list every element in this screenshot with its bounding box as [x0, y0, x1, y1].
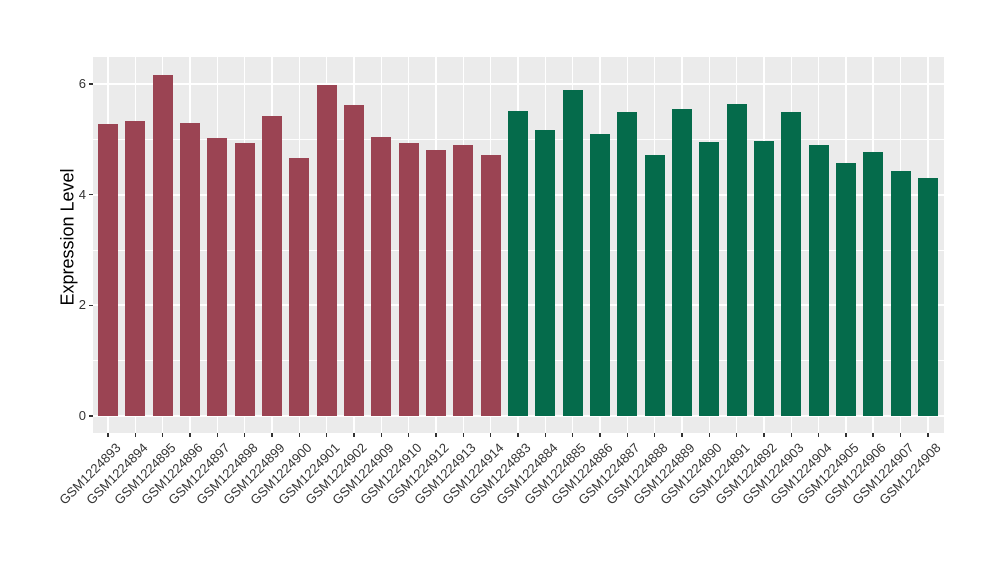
bar-GSM1224909	[371, 137, 392, 416]
bar-GSM1224889	[671, 108, 692, 416]
bar-GSM1224901	[316, 85, 337, 416]
bar-GSM1224883	[507, 111, 528, 416]
x-tick-GSM1224912	[435, 433, 437, 437]
x-tick-GSM1224901	[325, 433, 328, 437]
bar-GSM1224913	[453, 144, 474, 416]
x-tick-GSM1224887	[626, 433, 629, 437]
x-tick-GSM1224907	[899, 433, 902, 437]
x-tick-GSM1224895	[161, 433, 164, 437]
bar-GSM1224886	[589, 134, 610, 416]
x-tick-GSM1224909	[380, 433, 383, 437]
x-tick-GSM1224894	[134, 433, 137, 437]
bar-GSM1224894	[125, 120, 146, 416]
bar-GSM1224912	[425, 149, 446, 416]
x-tick-GSM1224905	[845, 433, 847, 437]
bar-GSM1224902	[343, 105, 364, 416]
bar-GSM1224910	[398, 143, 419, 416]
x-tick-GSM1224883	[517, 433, 519, 437]
y-tick-2	[89, 304, 93, 307]
bar-GSM1224892	[753, 141, 774, 416]
x-tick-GSM1224900	[298, 433, 301, 437]
bar-GSM1224893	[98, 123, 118, 416]
x-tick-GSM1224896	[189, 433, 191, 437]
y-tick-label-0: 0	[78, 408, 86, 423]
bar-GSM1224896	[179, 122, 200, 416]
bar-GSM1224891	[726, 104, 747, 416]
x-tick-GSM1224899	[271, 433, 273, 437]
x-tick-GSM1224913	[462, 433, 465, 437]
bar-GSM1224897	[207, 138, 228, 416]
y-tick-label-2: 2	[78, 297, 86, 313]
x-tick-GSM1224885	[571, 433, 574, 437]
x-tick-GSM1224890	[708, 433, 710, 437]
bar-GSM1224903	[781, 112, 802, 416]
bar-GSM1224907	[890, 170, 911, 416]
bar-GSM1224899	[261, 115, 282, 416]
bar-GSM1224887	[617, 112, 638, 416]
bar-GSM1224914	[480, 155, 501, 416]
x-tick-GSM1224904	[817, 433, 820, 437]
x-tick-GSM1224914	[489, 433, 492, 437]
bar-GSM1224884	[535, 129, 556, 416]
bar-GSM1224885	[562, 90, 583, 416]
y-tick-label-6: 6	[78, 76, 86, 92]
plot-panel	[93, 57, 944, 433]
bar-GSM1224906	[863, 152, 884, 416]
x-tick-GSM1224902	[353, 433, 355, 437]
x-tick-GSM1224910	[407, 433, 410, 437]
bar-GSM1224908	[917, 178, 938, 416]
x-tick-GSM1224884	[544, 433, 547, 437]
x-tick-GSM1224903	[790, 433, 792, 437]
y-tick-6	[89, 83, 93, 85]
y-tick-0	[89, 415, 93, 417]
x-tick-GSM1224898	[243, 433, 246, 437]
y-tick-4	[89, 193, 93, 196]
x-tick-GSM1224908	[927, 433, 929, 437]
bar-GSM1224888	[644, 155, 665, 416]
bar-GSM1224900	[289, 158, 310, 416]
x-tick-GSM1224906	[872, 433, 874, 437]
x-tick-GSM1224892	[763, 433, 765, 437]
x-tick-GSM1224888	[653, 433, 656, 437]
x-tick-GSM1224891	[735, 433, 738, 437]
y-tick-label-4: 4	[78, 186, 86, 202]
x-tick-GSM1224893	[107, 433, 109, 437]
x-tick-GSM1224886	[599, 433, 601, 437]
bar-GSM1224905	[835, 162, 856, 416]
bar-GSM1224895	[152, 74, 173, 416]
bar-GSM1224904	[808, 144, 829, 416]
bar-GSM1224890	[699, 142, 720, 416]
x-tick-GSM1224897	[216, 433, 219, 437]
bar-GSM1224898	[234, 143, 255, 416]
x-tick-GSM1224889	[681, 433, 683, 437]
